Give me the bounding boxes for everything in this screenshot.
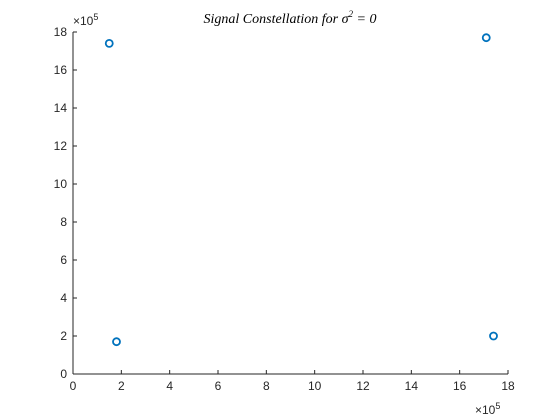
y-tick-label: 14 bbox=[54, 101, 68, 115]
x-exponent-base: ×10 bbox=[475, 403, 496, 417]
y-axis-ticks: 0 2 4 6 8 10 12 14 16 18 bbox=[54, 25, 77, 381]
x-tick-label: 2 bbox=[118, 379, 125, 393]
chart-title: Signal Constellation for σ2 = 0 bbox=[204, 9, 377, 27]
x-exponent-power: 5 bbox=[495, 401, 500, 411]
title-main: Signal Constellation for σ bbox=[204, 12, 350, 27]
x-tick-label: 10 bbox=[308, 379, 322, 393]
y-tick-label: 4 bbox=[60, 291, 67, 305]
title-tail: = 0 bbox=[353, 12, 376, 27]
x-tick-label: 16 bbox=[453, 379, 467, 393]
y-tick-label: 8 bbox=[60, 215, 67, 229]
y-exponent-label: ×105 bbox=[73, 12, 98, 28]
y-exponent-base: ×10 bbox=[73, 14, 94, 28]
y-tick-label: 10 bbox=[54, 177, 68, 191]
y-tick-label: 6 bbox=[60, 253, 67, 267]
y-tick-label: 12 bbox=[54, 139, 68, 153]
data-points bbox=[104, 33, 498, 347]
data-point-4 bbox=[489, 331, 498, 341]
data-point-2 bbox=[481, 33, 491, 43]
x-tick-label: 8 bbox=[263, 379, 270, 393]
x-tick-label: 4 bbox=[166, 379, 173, 393]
x-exponent-label: ×105 bbox=[475, 401, 500, 417]
x-tick-label: 14 bbox=[405, 379, 419, 393]
axes bbox=[72, 32, 508, 375]
data-point-1 bbox=[104, 39, 114, 48]
x-tick-label: 6 bbox=[215, 379, 222, 393]
x-tick-label: 12 bbox=[356, 379, 370, 393]
x-tick-label: 18 bbox=[501, 379, 515, 393]
y-tick-label: 18 bbox=[54, 25, 68, 39]
y-tick-label: 16 bbox=[54, 63, 68, 77]
y-exponent-power: 5 bbox=[93, 12, 98, 22]
x-axis-ticks: 0 2 4 6 8 10 12 14 16 18 bbox=[70, 370, 515, 393]
x-tick-label: 0 bbox=[70, 379, 77, 393]
plot-area bbox=[73, 32, 508, 374]
data-point-3 bbox=[112, 337, 121, 347]
y-tick-label: 0 bbox=[60, 367, 67, 381]
y-tick-label: 2 bbox=[60, 329, 67, 343]
title-superscript: 2 bbox=[349, 9, 354, 19]
